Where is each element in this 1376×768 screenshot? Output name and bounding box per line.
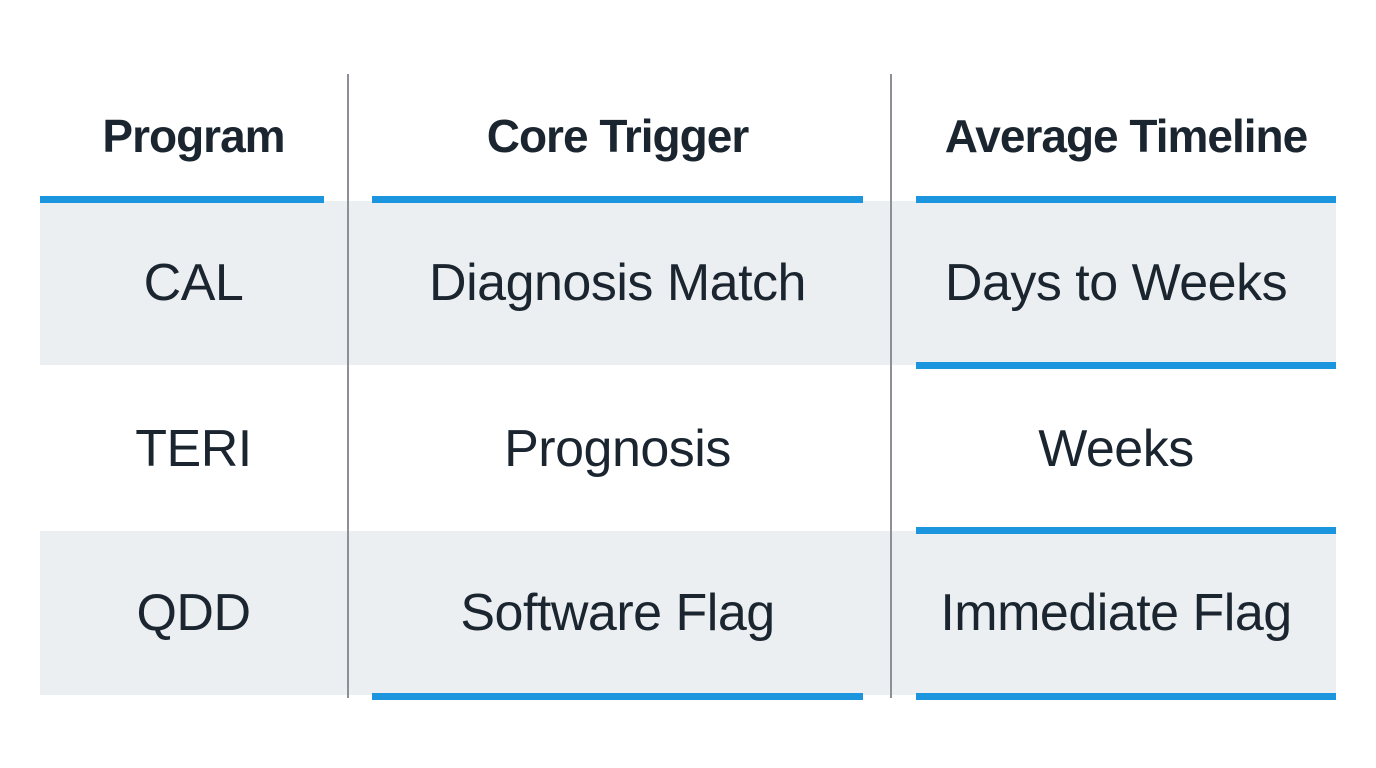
table-cell-average-timeline: Weeks [1038, 420, 1194, 478]
table-cell-core-trigger: Software Flag [460, 584, 775, 642]
table-cell-core-trigger: Diagnosis Match [429, 254, 806, 312]
table-cell-program: TERI [135, 420, 252, 478]
row-rule-timeline [916, 362, 1336, 369]
header-rule-core-trigger [372, 196, 863, 203]
table-cell-average-timeline: Days to Weeks [944, 254, 1288, 312]
bottom-rule-average-timeline [916, 693, 1336, 700]
header-program: Program [102, 110, 285, 162]
table-cell-program: CAL [143, 254, 244, 312]
row-band-qdd [40, 531, 1336, 695]
header-rule-average-timeline [916, 196, 1336, 203]
table-cell-average-timeline: Immediate Flag [940, 584, 1292, 642]
table-cell-program: QDD [136, 584, 251, 642]
bottom-rule-core-trigger [372, 693, 863, 700]
row-rule-timeline [916, 527, 1336, 534]
header-average-timeline: Average Timeline [944, 110, 1308, 162]
table-cell-core-trigger: Prognosis [504, 420, 731, 478]
row-band-cal [40, 201, 1336, 365]
header-rule-program [40, 196, 324, 203]
column-divider [347, 74, 349, 698]
header-core-trigger: Core Trigger [486, 110, 750, 162]
column-divider [890, 74, 892, 698]
